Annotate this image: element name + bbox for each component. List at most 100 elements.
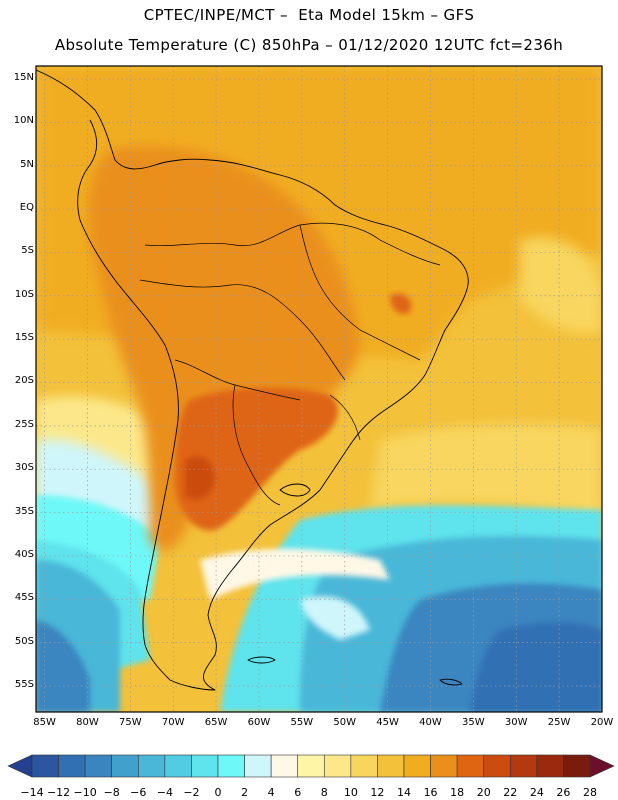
colorbar-tick-label: −14: [20, 786, 44, 799]
chart-title-variable: Absolute Temperature (C) 850hPa – 01/12/…: [54, 36, 564, 54]
lat-tick-label: 40S: [14, 548, 34, 560]
coastline-south-america: [36, 69, 469, 691]
coastline-south-georgia: [439, 678, 463, 686]
colorbar-swatch: [244, 754, 272, 778]
colorbar-swatch: [137, 754, 166, 778]
temperature-field: [36, 66, 602, 712]
border-brazil-peru-bolivia: [139, 279, 346, 381]
lat-tick-label: 15S: [14, 332, 34, 344]
colorbar-tick-label: 12: [370, 786, 385, 799]
border-north: [144, 222, 381, 247]
lat-tick-label: 5S: [21, 245, 34, 257]
colorbar-swatch: [377, 754, 405, 778]
lon-tick-label: 30W: [504, 717, 528, 728]
colorbar-tick-label: 20: [476, 786, 491, 799]
colorbar-tick-label: 24: [529, 786, 544, 799]
lon-tick-label: 75W: [119, 717, 142, 728]
colorbar-swatch: [164, 754, 192, 778]
colorbar-swatch: [483, 754, 511, 778]
colorbar-swatch: [191, 754, 219, 778]
colorbar-swatch: [31, 754, 59, 778]
border-northeast: [379, 239, 441, 266]
lon-tick-label: 35W: [462, 717, 485, 728]
colorbar-tick-label: 2: [241, 786, 249, 799]
lon-tick-label: 65W: [204, 717, 228, 728]
field-atlantic-yellow: [520, 237, 602, 333]
border-argentina: [232, 384, 281, 506]
colorbar: [7, 754, 615, 778]
border-brazil-south: [329, 394, 361, 441]
lon-tick-label: 60W: [247, 717, 271, 728]
colorbar-swatch: [430, 754, 458, 778]
colorbar-swatch: [350, 754, 378, 778]
colorbar-tick-label: 10: [343, 786, 358, 799]
lat-tick-label: 45S: [14, 592, 34, 604]
lat-tick-label: 15N: [13, 72, 34, 83]
lon-tick-label: 50W: [333, 717, 357, 728]
field-northeast-core: [390, 293, 412, 315]
colorbar-tick-label: −12: [46, 786, 71, 799]
lat-tick-label: 55S: [14, 678, 34, 690]
lon-tick-label: 80W: [76, 717, 99, 728]
colorbar-tick-label: 16: [423, 786, 438, 799]
colorbar-swatch: [217, 754, 245, 778]
colorbar-swatch: [58, 754, 86, 778]
country-borders: [139, 222, 441, 506]
colorbar-tick-label: 18: [450, 786, 465, 799]
coastline: [36, 69, 469, 691]
lon-tick-label: 40W: [419, 717, 442, 728]
lat-tick-label: 25S: [14, 418, 34, 430]
colorbar-swatch: [456, 754, 485, 778]
lon-tick-label: 85W: [33, 717, 56, 728]
lat-tick-label: 50S: [14, 635, 34, 647]
lat-tick-label: 10N: [13, 115, 34, 127]
lat-tick-label: EQ: [19, 202, 34, 214]
colorbar-tick-label: −8: [103, 786, 120, 799]
colorbar-arrow-low: [7, 754, 33, 778]
colorbar-tick-label: −2: [183, 786, 200, 799]
coastline-falklands: [247, 656, 276, 664]
lon-tick-label: 70W: [161, 717, 185, 728]
colorbar-swatch: [323, 754, 352, 778]
field-south-atlantic-yellow: [370, 423, 602, 520]
colorbar-tick-label: −10: [73, 786, 97, 799]
lon-tick-label: 45W: [376, 717, 399, 728]
colorbar-tick-label: −4: [156, 786, 173, 799]
colorbar-tick-label: 22: [503, 786, 518, 799]
field-pale-ribbon: [200, 548, 390, 600]
colorbar-tick-label: 8: [320, 786, 328, 799]
colorbar-swatch: [536, 754, 564, 778]
colorbar-tick-label: 6: [294, 786, 302, 799]
colorbar-tick-label: 26: [556, 786, 571, 799]
colorbar-tick-label: 28: [583, 786, 597, 799]
chart-title-model: CPTEC/INPE/MCT – Eta Model 15km – GFS: [143, 6, 475, 24]
lat-tick-label: 35S: [14, 505, 34, 517]
colorbar-swatch: [270, 754, 299, 778]
coastline-la-plata: [279, 483, 311, 497]
border-brazil-states: [299, 224, 421, 361]
colorbar-swatch: [563, 754, 591, 778]
map-frame: [35, 65, 603, 713]
lat-tick-label: 10S: [14, 288, 34, 300]
colorbar-swatch: [403, 754, 431, 778]
colorbar-tick-label: 4: [267, 786, 275, 799]
field-atlantic-darkest-blue: [470, 622, 602, 712]
field-pacific-deep-blue: [36, 620, 90, 712]
field-continent-orange: [88, 146, 361, 551]
lon-tick-label: 55W: [290, 717, 314, 728]
colorbar-swatch: [297, 754, 325, 778]
colorbar-swatch: [84, 754, 113, 778]
colorbar-arrow-high: [589, 754, 615, 778]
colorbar-tick-label: 0: [214, 786, 222, 799]
colorbar-tick-label: 14: [397, 786, 411, 799]
lat-tick-label: 30S: [14, 462, 34, 474]
field-hottest-core: [185, 456, 215, 500]
field-pale-cyan-blob: [300, 596, 370, 640]
colorbar-swatch: [111, 754, 139, 778]
colorbar-tick-label: −6: [130, 786, 147, 799]
lon-tick-label: 25W: [547, 717, 571, 728]
lon-tick-label: 20W: [590, 717, 614, 728]
colorbar-swatch: [509, 754, 538, 778]
lat-tick-label: 5N: [20, 158, 34, 170]
